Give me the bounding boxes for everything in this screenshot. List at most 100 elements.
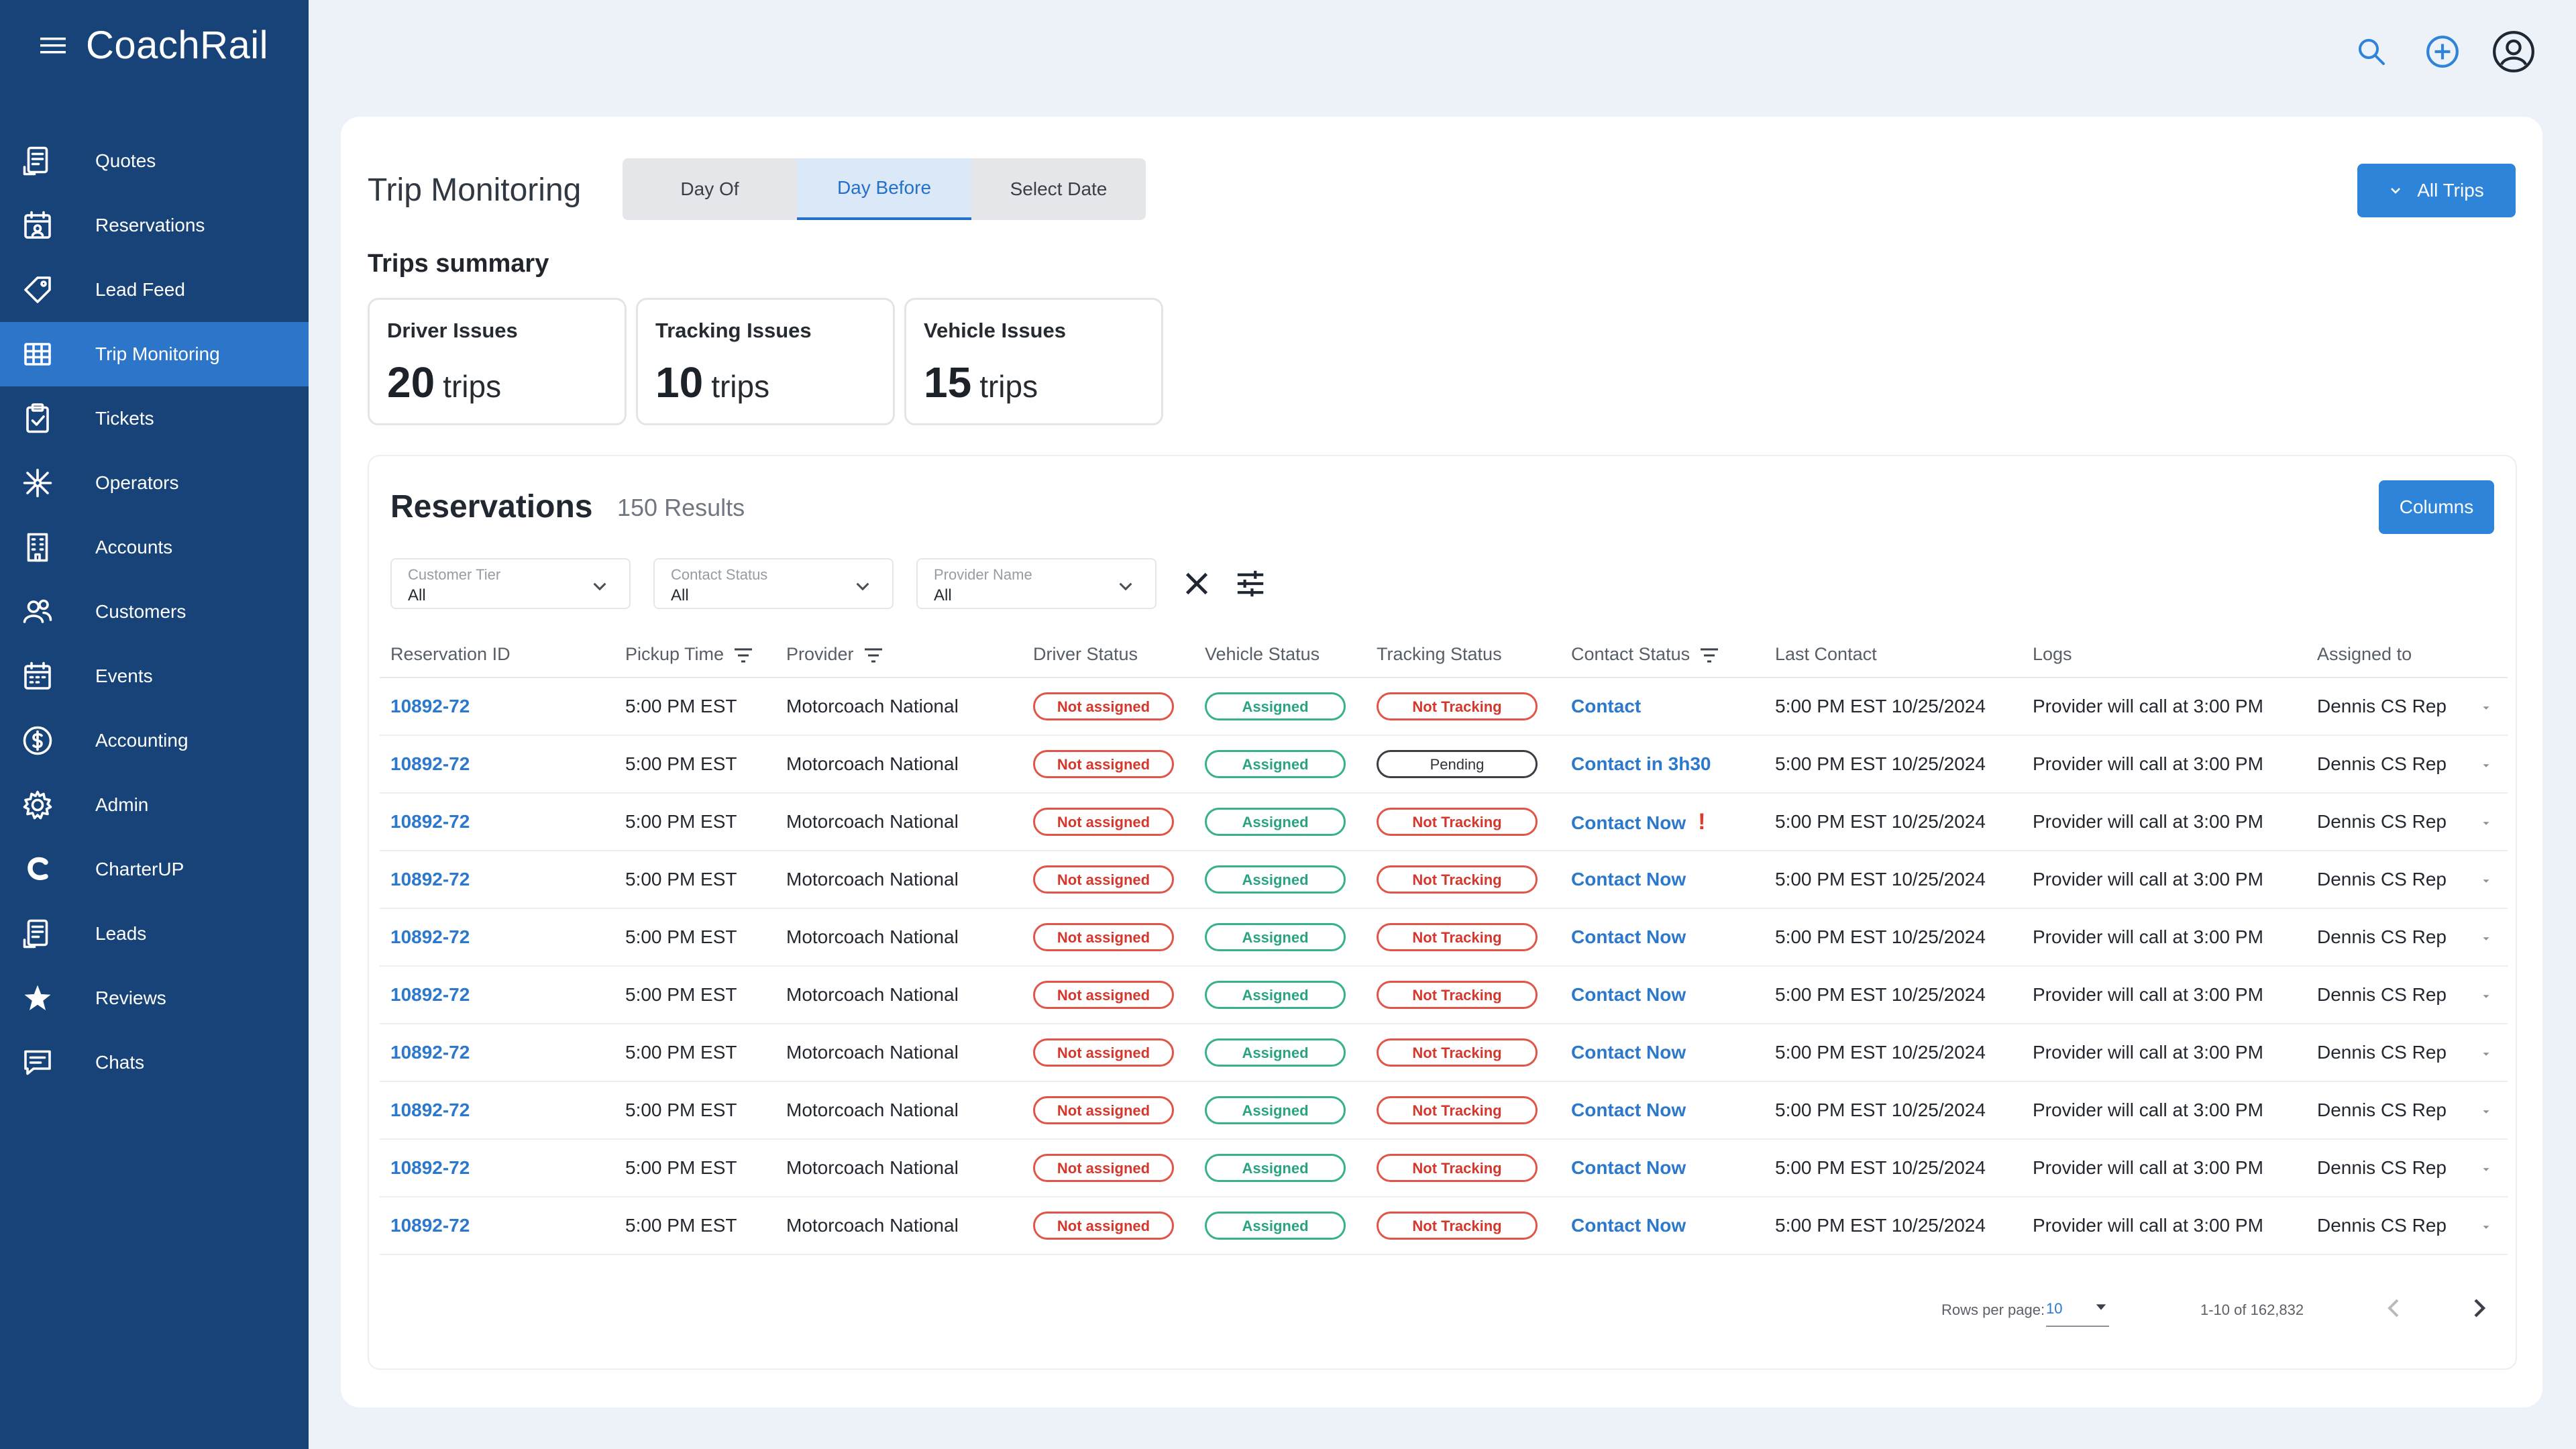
- contact-link[interactable]: Contact: [1571, 696, 1642, 716]
- table-row[interactable]: 10892-72 5:00 PM EST Motorcoach National No…: [380, 1081, 2508, 1140]
- col-tracking-status[interactable]: Tracking Status: [1366, 632, 1560, 678]
- contact-link[interactable]: Contact Now: [1571, 1215, 1686, 1236]
- sidebar-item-operators[interactable]: Operators: [0, 451, 309, 515]
- col-driver-status[interactable]: Driver Status: [1022, 632, 1194, 678]
- table-row[interactable]: 10892-72 5:00 PM EST Motorcoach National No…: [380, 678, 2508, 736]
- driver-status-badge: Not assigned: [1033, 865, 1174, 894]
- col-last-contact[interactable]: Last Contact: [1764, 632, 2022, 678]
- reservation-id-link[interactable]: 10892-72: [390, 984, 470, 1005]
- driver-status-badge: Not assigned: [1033, 692, 1174, 720]
- chevron-down-icon[interactable]: [2480, 990, 2492, 1002]
- chevron-left-icon[interactable]: [2380, 1295, 2407, 1322]
- chevron-right-icon[interactable]: [2466, 1295, 2493, 1322]
- reservation-id-link[interactable]: 10892-72: [390, 1215, 470, 1236]
- chevron-down-icon[interactable]: [2480, 1106, 2492, 1118]
- add-circle-icon[interactable]: [2420, 30, 2465, 74]
- chevron-down-icon[interactable]: [2480, 932, 2492, 945]
- contact-link[interactable]: Contact Now: [1571, 869, 1686, 890]
- sidebar-item-charterup[interactable]: CharterUP: [0, 837, 309, 902]
- all-trips-button[interactable]: All Trips: [2357, 164, 2516, 217]
- sidebar-item-chats[interactable]: Chats: [0, 1030, 309, 1095]
- rows-per-page-label: Rows per page:: [1941, 1301, 2045, 1318]
- reservation-id-link[interactable]: 10892-72: [390, 811, 470, 832]
- account-icon[interactable]: [2491, 30, 2536, 74]
- caret-down-icon: [2096, 1304, 2106, 1310]
- contact-link[interactable]: Contact Now: [1571, 984, 1686, 1005]
- sidebar-item-trip-monitoring[interactable]: Trip Monitoring: [0, 322, 309, 386]
- sidebar-item-tickets[interactable]: Tickets: [0, 386, 309, 451]
- reservation-id-link[interactable]: 10892-72: [390, 753, 470, 774]
- col-assigned-to[interactable]: Assigned to: [2306, 632, 2508, 678]
- contact-link[interactable]: Contact Now: [1571, 1099, 1686, 1120]
- sidebar-item-accounts[interactable]: Accounts: [0, 515, 309, 580]
- col-contact-status[interactable]: Contact Status: [1560, 632, 1764, 678]
- sidebar-item-events[interactable]: Events: [0, 644, 309, 708]
- sidebar-item-label: Events: [95, 665, 153, 686]
- main-card: Trip Monitoring Day Of Day Before Select…: [341, 117, 2542, 1407]
- filter-settings-icon[interactable]: [1234, 568, 1267, 600]
- sidebar-item-admin[interactable]: Admin: [0, 773, 309, 837]
- table-row[interactable]: 10892-72 5:00 PM EST Motorcoach National No…: [380, 1139, 2508, 1197]
- sidebar-item-customers[interactable]: Customers: [0, 580, 309, 644]
- contact-link[interactable]: Contact Now: [1571, 1157, 1686, 1178]
- rows-per-page-select[interactable]: 10: [2046, 1292, 2109, 1327]
- tab-day-before[interactable]: Day Before: [797, 158, 971, 220]
- contact-link[interactable]: Contact Now: [1571, 812, 1686, 833]
- table-row[interactable]: 10892-72 5:00 PM EST Motorcoach National No…: [380, 1197, 2508, 1255]
- col-pickup-time[interactable]: Pickup Time: [614, 632, 775, 678]
- table-row[interactable]: 10892-72 5:00 PM EST Motorcoach National No…: [380, 1024, 2508, 1082]
- chevron-down-icon[interactable]: [2480, 1048, 2492, 1060]
- tab-select-date[interactable]: Select Date: [1010, 178, 1108, 199]
- summary-card-tracking[interactable]: Tracking Issues 10 trips: [636, 298, 895, 425]
- reservation-id-link[interactable]: 10892-72: [390, 1099, 470, 1120]
- cell-reservation-id: 10892-72: [380, 735, 614, 794]
- table-row[interactable]: 10892-72 5:00 PM EST Motorcoach National No…: [380, 735, 2508, 794]
- table-row[interactable]: 10892-72 5:00 PM EST Motorcoach National No…: [380, 908, 2508, 967]
- reservation-id-link[interactable]: 10892-72: [390, 869, 470, 890]
- provider-name-filter[interactable]: Provider Name All: [916, 558, 1157, 609]
- col-vehicle-status[interactable]: Vehicle Status: [1194, 632, 1366, 678]
- chevron-down-icon[interactable]: [2480, 1221, 2492, 1233]
- col-provider[interactable]: Provider: [775, 632, 1022, 678]
- menu-icon[interactable]: [40, 36, 66, 55]
- summary-card-value: 10: [655, 358, 704, 407]
- columns-button[interactable]: Columns: [2379, 480, 2494, 534]
- cell-vehicle-status: Assigned: [1194, 1197, 1366, 1255]
- col-reservation-id[interactable]: Reservation ID: [380, 632, 614, 678]
- filter-icon[interactable]: [733, 647, 753, 664]
- contact-link[interactable]: Contact Now: [1571, 1042, 1686, 1063]
- sidebar-item-lead-feed[interactable]: Lead Feed: [0, 258, 309, 322]
- reservation-id-link[interactable]: 10892-72: [390, 1042, 470, 1063]
- chevron-down-icon[interactable]: [2480, 875, 2492, 887]
- summary-card-driver[interactable]: Driver Issues 20 trips: [368, 298, 627, 425]
- table-row[interactable]: 10892-72 5:00 PM EST Motorcoach National No…: [380, 966, 2508, 1024]
- chevron-down-icon[interactable]: [2480, 759, 2492, 771]
- sidebar-item-accounting[interactable]: Accounting: [0, 708, 309, 773]
- cell-assigned-to: Dennis CS Rep: [2306, 1081, 2508, 1140]
- tracking-status-badge: Not Tracking: [1377, 1154, 1538, 1182]
- clear-filters-icon[interactable]: [1181, 568, 1213, 600]
- contact-link[interactable]: Contact in 3h30: [1571, 753, 1711, 774]
- assigned-to-value: Dennis CS Rep: [2317, 1099, 2447, 1120]
- sidebar-item-reservations[interactable]: Reservations: [0, 193, 309, 258]
- chevron-down-icon[interactable]: [2480, 702, 2492, 714]
- sidebar-item-quotes[interactable]: Quotes: [0, 129, 309, 193]
- table-row[interactable]: 10892-72 5:00 PM EST Motorcoach National No…: [380, 851, 2508, 909]
- filter-icon[interactable]: [1699, 647, 1719, 664]
- tab-day-of[interactable]: Day Of: [680, 178, 739, 199]
- filter-icon[interactable]: [863, 647, 883, 664]
- sidebar-item-reviews[interactable]: Reviews: [0, 966, 309, 1030]
- reservation-id-link[interactable]: 10892-72: [390, 696, 470, 716]
- search-icon[interactable]: [2349, 30, 2394, 74]
- contact-link[interactable]: Contact Now: [1571, 926, 1686, 947]
- sidebar-item-leads[interactable]: Leads: [0, 902, 309, 966]
- reservation-id-link[interactable]: 10892-72: [390, 1157, 470, 1178]
- contact-status-filter[interactable]: Contact Status All: [653, 558, 894, 609]
- chevron-down-icon[interactable]: [2480, 817, 2492, 829]
- chevron-down-icon[interactable]: [2480, 1163, 2492, 1175]
- customer-tier-filter[interactable]: Customer Tier All: [390, 558, 631, 609]
- reservation-id-link[interactable]: 10892-72: [390, 926, 470, 947]
- col-logs[interactable]: Logs: [2022, 632, 2306, 678]
- summary-card-vehicle[interactable]: Vehicle Issues 15 trips: [904, 298, 1163, 425]
- table-row[interactable]: 10892-72 5:00 PM EST Motorcoach National No…: [380, 793, 2508, 851]
